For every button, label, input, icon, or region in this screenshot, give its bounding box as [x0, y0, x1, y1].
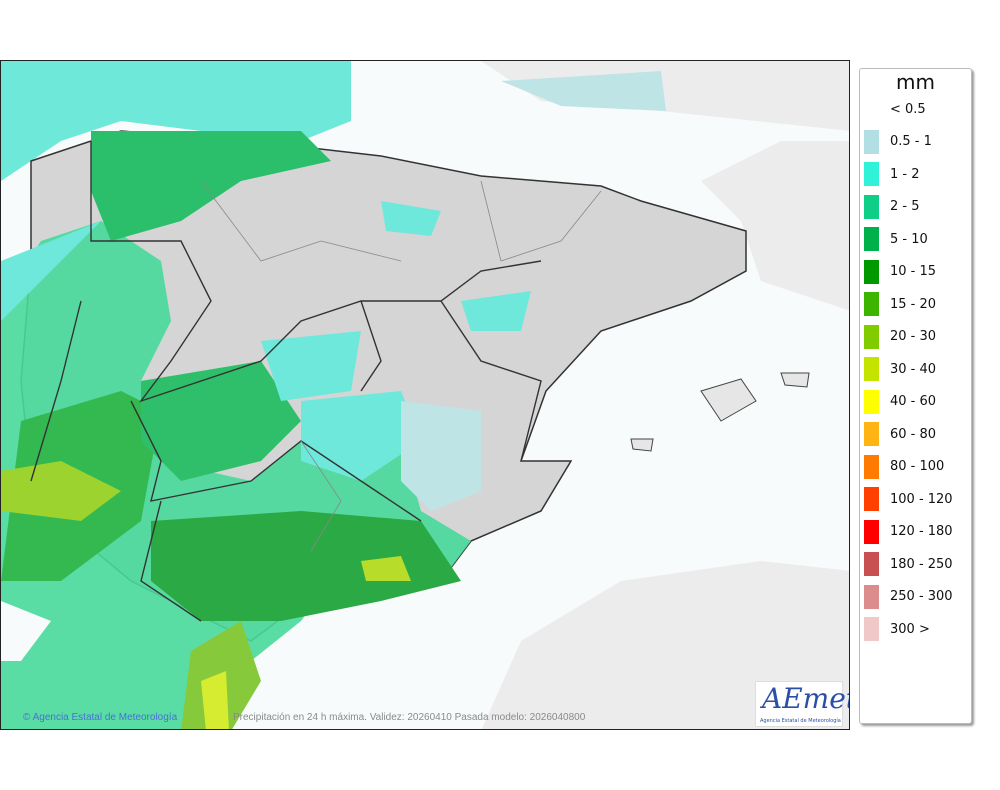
legend-item: 60 - 80 [864, 422, 936, 446]
legend-swatch [864, 389, 879, 414]
legend-label: 80 - 100 [890, 459, 945, 474]
legend-unit: mm [896, 70, 935, 94]
map-graphic [1, 61, 849, 729]
legend-label: 120 - 180 [890, 524, 953, 539]
legend-item: 20 - 30 [864, 324, 937, 349]
legend-item: 0.5 - 1 [864, 129, 932, 154]
legend-item: 300 > [864, 617, 930, 641]
legend-item: < 0.5 [864, 97, 926, 121]
legend-label: 300 > [890, 621, 930, 637]
legend-swatch [864, 324, 879, 349]
legend-label: 10 - 15 [890, 264, 937, 279]
legend-label: 100 - 120 [890, 491, 953, 507]
legend-item: 180 - 250 [864, 552, 953, 576]
aemet-logo: AEmet Agencia Estatal de Meteorología [755, 681, 849, 727]
legend-swatch [864, 227, 879, 251]
legend-item: 2 - 5 [864, 194, 920, 219]
legend-label: 15 - 20 [890, 296, 937, 312]
legend-label: 40 - 60 [890, 394, 937, 409]
precipitation-legend: mm < 0.5 0.5 - 1 1 - 2 2 - 5 5 - 10 10 - 15 15… [859, 68, 972, 724]
copyright-credit: © Agencia Estatal de Meteorología [23, 712, 178, 723]
legend-swatch [864, 454, 879, 479]
legend-item: 15 - 20 [864, 292, 936, 316]
legend-item: 100 - 120 [864, 487, 953, 511]
legend-label: 180 - 250 [890, 556, 953, 572]
legend-item: 120 - 180 [864, 519, 953, 544]
legend-swatch [864, 617, 879, 641]
legend-item: 250 - 300 [864, 584, 953, 609]
logo-subtitle: Agencia Estatal de Meteorología [760, 718, 841, 724]
legend-swatch [864, 129, 879, 154]
legend-swatch [864, 259, 879, 284]
legend-label: 250 - 300 [890, 589, 953, 604]
legend-swatch [864, 584, 879, 609]
legend-item: 5 - 10 [864, 227, 928, 251]
legend-label: 5 - 10 [890, 231, 928, 247]
logo-text: AEmet [762, 682, 850, 715]
legend-label: 60 - 80 [890, 426, 937, 442]
legend-swatch [864, 552, 879, 576]
legend-label: 30 - 40 [890, 361, 937, 377]
legend-item: 40 - 60 [864, 389, 937, 414]
legend-label: < 0.5 [890, 101, 926, 117]
legend-item: 80 - 100 [864, 454, 945, 479]
legend-swatch [864, 487, 879, 511]
precipitation-map[interactable]: © Agencia Estatal de Meteorología Precip… [0, 60, 850, 730]
legend-item: 10 - 15 [864, 259, 937, 284]
legend-item: 1 - 2 [864, 162, 920, 186]
legend-swatch [864, 422, 879, 446]
legend-label: 2 - 5 [890, 199, 920, 214]
legend-swatch [864, 97, 879, 121]
legend-label: 1 - 2 [890, 166, 920, 182]
legend-swatch [864, 519, 879, 544]
legend-swatch [864, 357, 879, 381]
legend-item: 30 - 40 [864, 357, 936, 381]
legend-swatch [864, 162, 879, 186]
legend-label: 0.5 - 1 [890, 134, 932, 149]
map-caption: Precipitación en 24 h máxima. Validez: 2… [233, 712, 586, 723]
legend-swatch [864, 292, 879, 316]
legend-label: 20 - 30 [890, 329, 937, 344]
legend-swatch [864, 194, 879, 219]
